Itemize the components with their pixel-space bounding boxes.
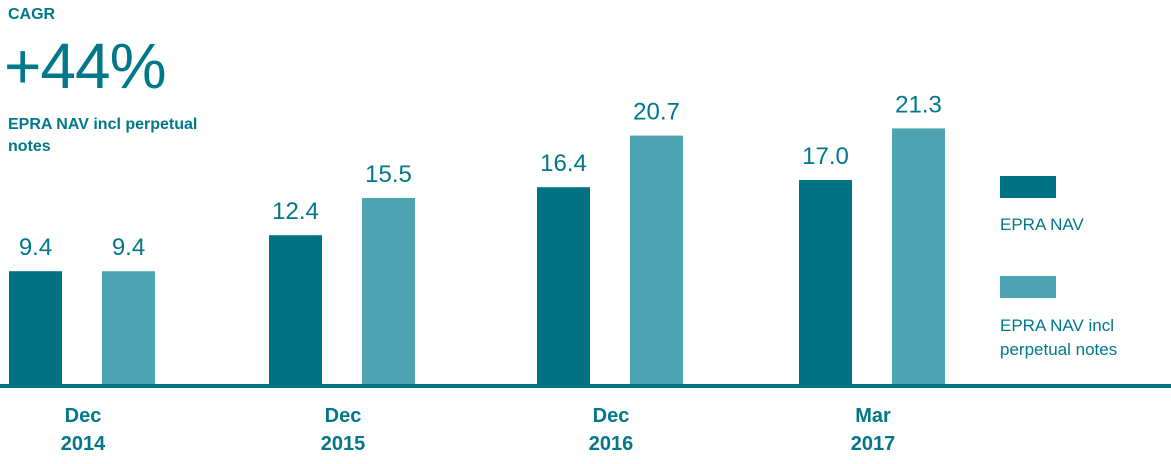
- x-axis-label-mar-2017: Mar 2017: [813, 402, 933, 458]
- cagr-value: +44%: [4, 30, 166, 102]
- legend-label-epra-nav: EPRA NAV: [1000, 215, 1084, 234]
- bar-epra-nav-incl-perpetual-3: [892, 128, 945, 384]
- x-axis-label-line2: 2017: [850, 433, 896, 455]
- data-label: 15.5: [365, 161, 412, 188]
- data-label: 9.4: [19, 234, 52, 261]
- data-label: 21.3: [895, 91, 942, 118]
- legend-swatch-epra-nav: [1000, 176, 1056, 198]
- x-axis-label-line1: Dec: [592, 405, 630, 427]
- bar-epra-nav-2: [537, 187, 590, 384]
- x-axis-label-line1: Dec: [324, 405, 362, 427]
- bar-epra-nav-1: [269, 235, 322, 384]
- x-axis-label-dec-2016: Dec 2016: [551, 402, 671, 458]
- bar-epra-nav-0: [9, 271, 62, 384]
- legend-label-epra-nav-incl-perpetual: EPRA NAV incl perpetual notes: [1000, 316, 1118, 359]
- data-label: 20.7: [633, 99, 680, 126]
- x-axis-line: [0, 384, 1171, 388]
- data-label: 17.0: [802, 143, 849, 170]
- bar-epra-nav-incl-perpetual-1: [362, 198, 415, 384]
- cagr-label: CAGR: [8, 6, 56, 23]
- x-axis-label-line2: 2016: [588, 433, 634, 455]
- x-axis-label-line1: Mar: [855, 405, 891, 427]
- x-axis-label-dec-2014: Dec 2014: [23, 402, 143, 458]
- legend-swatch-epra-nav-incl-perpetual: [1000, 276, 1056, 298]
- cagr-description: EPRA NAV incl perpetual notes: [8, 116, 198, 155]
- x-axis-label-line2: 2014: [60, 433, 106, 455]
- x-axis-label-line2: 2015: [320, 433, 366, 455]
- data-label: 9.4: [112, 234, 145, 261]
- x-axis-label-line1: Dec: [64, 405, 102, 427]
- bar-epra-nav-3: [799, 180, 852, 384]
- data-label: 12.4: [272, 198, 319, 225]
- data-label: 16.4: [540, 150, 587, 177]
- x-axis-label-dec-2015: Dec 2015: [283, 402, 403, 458]
- bar-epra-nav-incl-perpetual-0: [102, 271, 155, 384]
- bar-epra-nav-incl-perpetual-2: [630, 135, 683, 384]
